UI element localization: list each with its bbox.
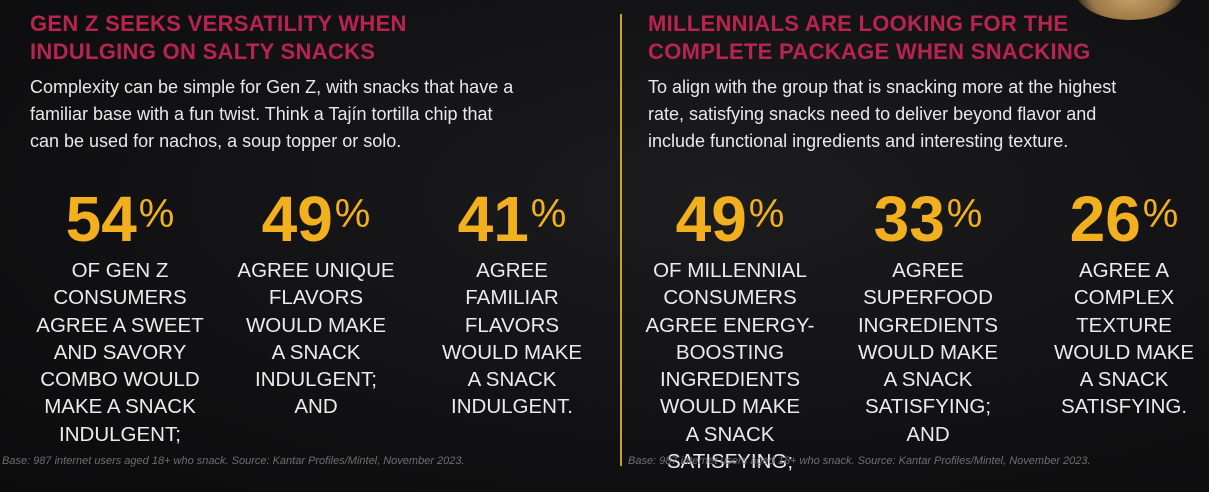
stat-percentage: 26%	[1069, 183, 1179, 255]
footnote: Base: 987 internet users aged 18+ who sn…	[628, 455, 1091, 467]
stat-description: AGREE A COMPLEX TEXTURE WOULD MAKE A SNACK SA…	[1053, 259, 1195, 419]
stat-description: OF MILLENNIAL CONSUMERS AGREE ENERGY- BOOST…	[645, 259, 815, 474]
stat-description: AGREE SUPERFOOD INGREDIENTS WOULD MAKE A SNA…	[857, 259, 999, 446]
stat-percentage: 54%	[65, 183, 175, 255]
headline-line: COMPLETE PACKAGE WHEN SNACKING	[648, 39, 1091, 64]
stat-block: 54% OF GEN Z CONSUMERS AGREE A SWEET AND SA…	[30, 178, 210, 448]
gen-z-stats: 54% OF GEN Z CONSUMERS AGREE A SWEET AND SA…	[30, 178, 605, 468]
intro-line: familiar base with a fun twist. Think a …	[30, 104, 493, 124]
intro-line: can be used for nachos, a soup topper or…	[30, 131, 402, 151]
headline-line: INDULGING ON SALTY SNACKS	[30, 39, 376, 64]
millennial-stats: 49% OF MILLENNIAL CONSUMERS AGREE ENERGY- B…	[646, 178, 1203, 473]
millennial-intro: To align with the group that is snacking…	[648, 74, 1116, 155]
gen-z-headline: GEN Z SEEKS VERSATILITY WHEN INDULGING O…	[30, 10, 407, 66]
stat-percentage: 41%	[457, 183, 567, 255]
stat-block: 33% AGREE SUPERFOOD INGREDIENTS WOULD MAKE A…	[838, 178, 1018, 448]
headline-line: GEN Z SEEKS VERSATILITY WHEN	[30, 11, 407, 36]
intro-line: To align with the group that is snacking…	[648, 77, 1117, 97]
divider	[620, 14, 622, 466]
stat-block: 49% AGREE UNIQUE FLAVORS WOULD MAKE A SNACK…	[226, 178, 406, 421]
intro-line: Complexity can be simple for Gen Z, with…	[30, 77, 514, 97]
stat-percentage: 33%	[873, 183, 983, 255]
gen-z-panel: GEN Z SEEKS VERSATILITY WHEN INDULGING O…	[30, 0, 605, 492]
stat-block: 49% OF MILLENNIAL CONSUMERS AGREE ENERGY- B…	[640, 178, 820, 475]
stat-block: 41% AGREE FAMILIAR FLAVORS WOULD MAKE A SNAC…	[422, 178, 602, 421]
stat-percentage: 49%	[261, 183, 371, 255]
stat-description: AGREE FAMILIAR FLAVORS WOULD MAKE A SNACK IND…	[441, 259, 583, 419]
footnote: Base: 987 internet users aged 18+ who sn…	[2, 455, 465, 467]
stat-description: OF GEN Z CONSUMERS AGREE A SWEET AND SAVORY…	[36, 259, 204, 446]
headline-line: MILLENNIALS ARE LOOKING FOR THE	[648, 11, 1069, 36]
intro-line: rate, satisfying snacks need to deliver …	[648, 104, 1097, 124]
intro-line: include functional ingredients and inter…	[648, 131, 1069, 151]
millennial-panel: MILLENNIALS ARE LOOKING FOR THE COMPLETE…	[646, 0, 1203, 492]
stat-description: AGREE UNIQUE FLAVORS WOULD MAKE A SNACK INDU…	[237, 259, 395, 419]
millennial-headline: MILLENNIALS ARE LOOKING FOR THE COMPLETE…	[648, 10, 1091, 66]
stat-block: 26% AGREE A COMPLEX TEXTURE WOULD MAKE A SNA…	[1034, 178, 1209, 421]
stat-percentage: 49%	[675, 183, 785, 255]
gen-z-intro: Complexity can be simple for Gen Z, with…	[30, 74, 513, 155]
chip-image	[1075, 0, 1185, 20]
